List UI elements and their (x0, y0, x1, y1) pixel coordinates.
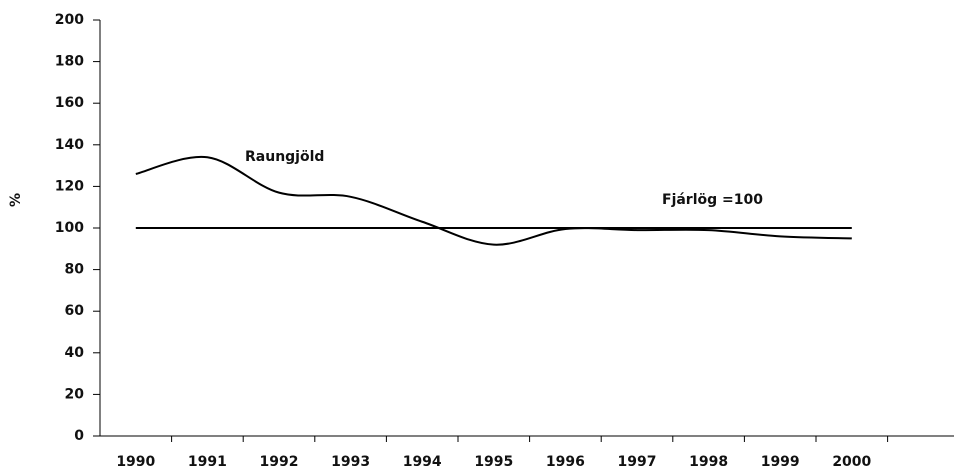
series-label: Fjárlög =100 (662, 192, 763, 208)
y-tick-label: 180 (55, 54, 84, 70)
y-tick-label: 80 (65, 262, 85, 278)
x-tick-label: 1998 (689, 454, 728, 470)
x-tick-label: 1999 (761, 454, 800, 470)
x-tick-label: 1990 (116, 454, 155, 470)
x-tick-label: 1995 (474, 454, 513, 470)
x-tick-label: 1994 (403, 454, 442, 470)
y-tick-label: 40 (65, 345, 85, 361)
x-tick-label: 1992 (260, 454, 299, 470)
x-tick-label: 2000 (832, 454, 871, 470)
x-tick-label: 1997 (618, 454, 657, 470)
y-axis-label: % (8, 193, 24, 207)
y-tick-label: 120 (55, 178, 84, 194)
x-tick-label: 1993 (331, 454, 370, 470)
series-label: Raungjöld (245, 149, 324, 165)
y-tick-label: 160 (55, 95, 84, 111)
x-tick-label: 1996 (546, 454, 585, 470)
y-tick-label: 200 (55, 12, 84, 28)
y-tick-label: 20 (65, 386, 85, 402)
y-tick-label: 0 (74, 428, 84, 444)
y-tick-label: 60 (65, 303, 85, 319)
x-tick-label: 1991 (188, 454, 227, 470)
y-tick-label: 100 (55, 220, 84, 236)
series-line (135, 155, 852, 246)
y-tick-label: 140 (55, 137, 84, 153)
